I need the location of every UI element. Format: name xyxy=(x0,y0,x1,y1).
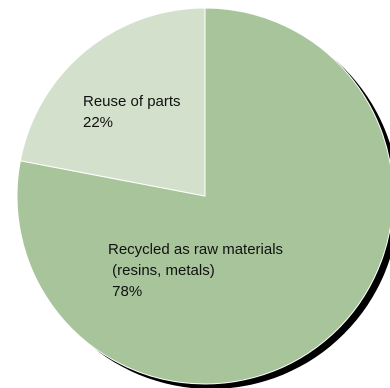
pie-slice-reuse xyxy=(19,7,206,197)
slice-label-recycled-line-2: (resins, metals) xyxy=(108,262,215,279)
slice-label-recycled-line-1: Recycled as raw materials xyxy=(108,241,283,258)
slice-value-reuse: 22% xyxy=(83,114,113,131)
slice-label-reuse: Reuse of parts xyxy=(83,93,181,110)
pie-slices-layer xyxy=(16,7,390,385)
slice-value-recycled: 78% xyxy=(108,283,142,300)
